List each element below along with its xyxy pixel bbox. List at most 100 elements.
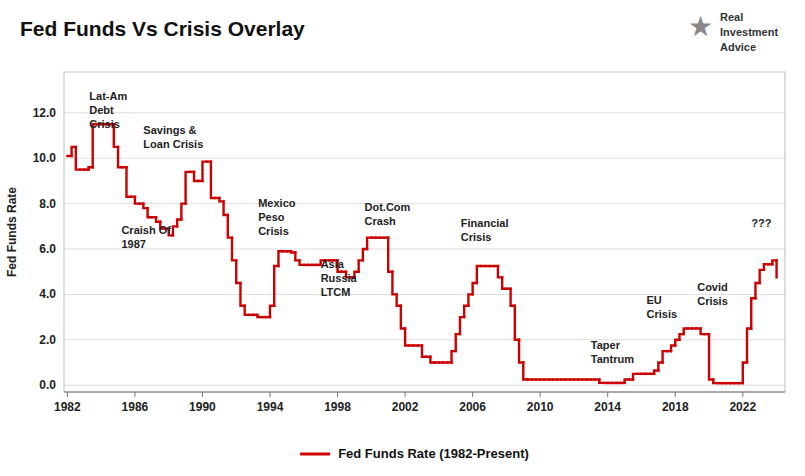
step-segment: [519, 340, 523, 363]
logo-mark: ★: [688, 11, 713, 42]
step-segment: [93, 124, 97, 167]
step-segment: [468, 294, 472, 305]
step-segment: [278, 251, 282, 266]
step-segment: [460, 317, 464, 334]
y-tick-label: 2.0: [39, 333, 56, 347]
step-segment: [743, 362, 747, 383]
x-tick-label: 2010: [527, 400, 554, 414]
annotation: EUCrisis: [647, 294, 678, 320]
step-segment: [181, 204, 185, 220]
x-tick: [742, 392, 743, 397]
step-segment: [363, 249, 367, 260]
step-segment: [405, 328, 409, 345]
grid-line: [64, 203, 785, 204]
step-segment: [775, 260, 777, 277]
grid-line: [64, 158, 785, 159]
x-tick-label: 2006: [459, 400, 486, 414]
x-tick-label: 1994: [257, 400, 284, 414]
step-segment: [186, 172, 190, 204]
annotation: ???: [751, 217, 771, 229]
title: Fed Funds Vs Crisis Overlay: [20, 17, 305, 40]
plot-frame: [64, 72, 785, 392]
step-segment: [511, 289, 515, 306]
y-tick-label: 0.0: [39, 378, 56, 392]
step-segment: [224, 201, 228, 215]
x-tick: [67, 392, 68, 397]
step-segment: [245, 306, 249, 315]
grid-line: [64, 294, 785, 295]
x-tick-label: 1998: [324, 400, 351, 414]
grid-line: [64, 385, 785, 386]
y-axis-label: Fed Funds Rate: [5, 187, 19, 277]
x-tick: [405, 392, 406, 397]
step-segment: [232, 238, 236, 261]
annotation: FinancialCrisis: [461, 217, 509, 243]
annotation: Craish Of1987: [121, 224, 171, 250]
step-segment: [270, 306, 274, 317]
step-segment: [747, 328, 751, 362]
plot-area: [67, 124, 776, 383]
step-segment: [760, 270, 764, 283]
step-segment: [422, 345, 426, 356]
x-tick-label: 1986: [122, 400, 149, 414]
x-tick-label: 2014: [594, 400, 621, 414]
x-tick-label: 1982: [54, 400, 81, 414]
grid-line: [64, 249, 785, 250]
grid-line: [64, 112, 785, 113]
x-tick: [202, 392, 203, 397]
step-segment: [228, 215, 232, 238]
x-tick: [270, 392, 271, 397]
annotation: Dot.ComCrash: [365, 201, 411, 227]
step-segment: [515, 306, 519, 340]
step-segment: [388, 238, 392, 272]
step-segment: [240, 283, 244, 306]
step-segment: [663, 351, 667, 362]
x-tick: [540, 392, 541, 397]
step-segment: [452, 351, 456, 362]
logo-text: RealInvestmentAdvice: [720, 11, 778, 53]
series: [67, 124, 776, 383]
x-tick: [472, 392, 473, 397]
y-tick-label: 12.0: [33, 106, 57, 120]
x-tick: [337, 392, 338, 397]
step-segment: [118, 147, 122, 167]
step-segment: [173, 226, 177, 235]
annotation: MexicoPesoCrisis: [258, 197, 296, 237]
legend: Fed Funds Rate (1982-Present): [300, 446, 529, 461]
step-segment: [502, 277, 506, 288]
step-segment: [709, 334, 713, 379]
step-segment: [473, 283, 477, 294]
y-tick-label: 6.0: [39, 242, 56, 256]
step-segment: [751, 298, 755, 328]
step-segment: [477, 266, 481, 283]
step-segment: [359, 260, 363, 271]
legend-swatch: [300, 453, 330, 456]
step-segment: [76, 147, 80, 170]
annotation: TaperTantrum: [591, 339, 634, 365]
step-segment: [148, 208, 152, 217]
step-segment: [456, 334, 460, 351]
step-segment: [211, 162, 215, 198]
legend-label: Fed Funds Rate (1982-Present): [338, 446, 529, 461]
chart: 0.02.04.06.08.010.012.019821986199019941…: [0, 0, 805, 476]
y-tick-label: 8.0: [39, 197, 56, 211]
step-segment: [464, 306, 468, 317]
x-tick-label: 1990: [189, 400, 216, 414]
step-segment: [126, 167, 130, 197]
step-segment: [755, 283, 759, 298]
step-segment: [274, 266, 278, 306]
step-segment: [194, 172, 198, 181]
x-tick: [134, 392, 135, 397]
x-tick-label: 2022: [729, 400, 756, 414]
step-segment: [392, 272, 396, 295]
annotation: Savings &Loan Crisis: [143, 124, 203, 150]
x-tick-label: 2018: [662, 400, 689, 414]
y-tick-label: 4.0: [39, 287, 56, 301]
x-tick-label: 2002: [392, 400, 419, 414]
step-segment: [202, 162, 206, 181]
step-segment: [523, 362, 527, 379]
annotation: CovidCrisis: [697, 281, 728, 307]
annotation: AsiaRussiaLTCM: [321, 258, 358, 298]
y-grid: [64, 113, 785, 385]
step-segment: [236, 260, 240, 283]
